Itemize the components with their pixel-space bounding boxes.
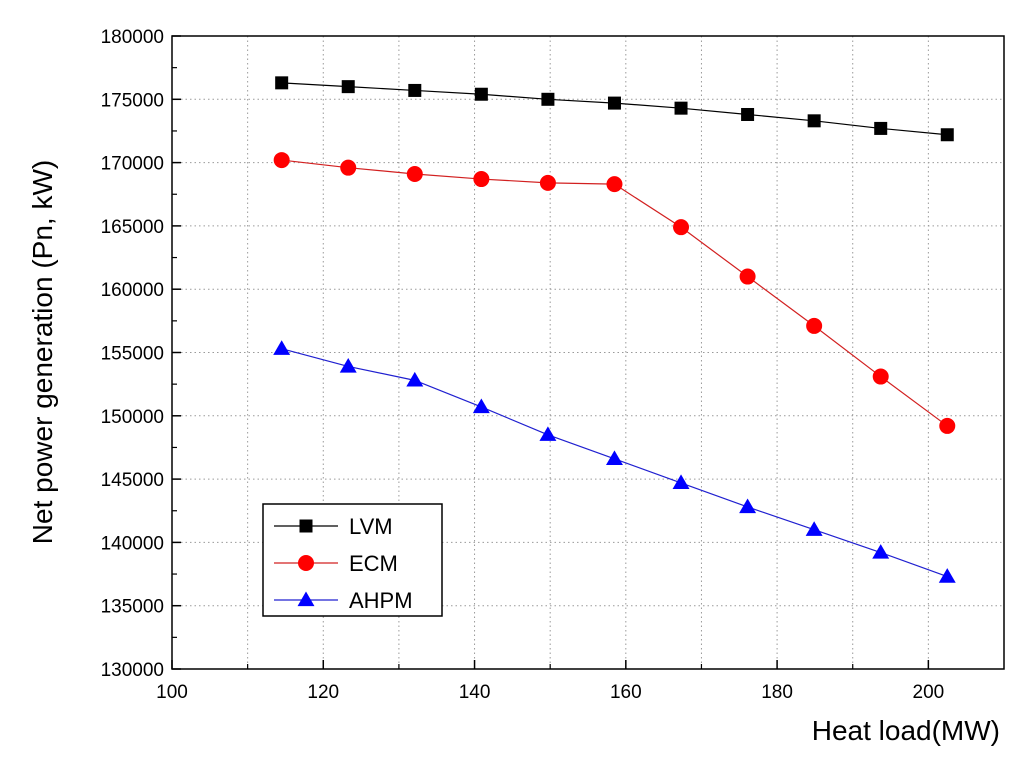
y-axis-title: Net power generation (Pn, kW) [27, 160, 58, 544]
data-point-ecm [739, 268, 756, 285]
data-point-lvm [408, 83, 422, 97]
data-point-ecm [473, 171, 490, 188]
data-point-ecm [606, 176, 623, 193]
y-tick-label: 160000 [101, 280, 164, 301]
data-point-ahpm [606, 450, 623, 465]
data-point-lvm [607, 96, 621, 110]
data-point-ecm [939, 417, 956, 434]
y-tick-label: 155000 [101, 344, 164, 365]
x-tick-label: 200 [913, 682, 945, 703]
data-point-ecm [340, 159, 357, 176]
data-point-ahpm [472, 398, 490, 414]
legend: LVM ECM AHPM [262, 503, 443, 617]
legend-marker-ecm [298, 555, 314, 571]
series-ahpm [273, 340, 956, 583]
legend-box [262, 503, 443, 617]
data-point-ecm [872, 368, 889, 385]
data-point-ahpm [539, 426, 557, 441]
data-point-ahpm [406, 371, 424, 387]
data-point-ecm [673, 219, 690, 236]
data-point-ecm [273, 152, 290, 169]
data-point-lvm [674, 101, 688, 115]
x-axis-title: Heat load(MW) [812, 715, 1000, 746]
x-tick-label: 100 [156, 682, 188, 703]
data-point-ecm [806, 317, 823, 334]
legend-label-lvm: LVM [349, 514, 393, 539]
data-point-lvm [874, 121, 888, 135]
y-tick-label: 165000 [101, 217, 164, 238]
data-point-lvm [807, 114, 821, 128]
series-ecm [273, 152, 956, 434]
x-tick-label: 180 [761, 682, 793, 703]
data-point-lvm [741, 107, 755, 121]
x-tick-label: 120 [307, 682, 339, 703]
data-point-ecm [406, 165, 423, 182]
data-point-ahpm [273, 340, 291, 355]
data-point-ahpm [872, 544, 890, 559]
y-tick-label: 175000 [101, 90, 164, 111]
series-lvm [275, 76, 954, 142]
data-point-lvm [474, 87, 488, 101]
legend-item-lvm: LVM [274, 514, 393, 539]
data-point-lvm [940, 128, 954, 142]
x-tick-label: 160 [610, 682, 642, 703]
data-point-lvm [541, 92, 555, 106]
y-tick-label: 140000 [101, 533, 164, 554]
y-tick-label: 130000 [101, 660, 164, 681]
y-tick-label: 170000 [101, 154, 164, 175]
legend-marker-lvm [299, 519, 313, 533]
data-point-lvm [341, 80, 355, 94]
x-tick-label: 140 [459, 682, 491, 703]
data-point-ahpm [672, 474, 690, 490]
data-point-ahpm [339, 357, 357, 373]
data-point-ahpm [805, 521, 823, 536]
data-point-ecm [539, 174, 556, 191]
y-tick-label: 180000 [101, 27, 164, 48]
data-point-ahpm [739, 498, 757, 514]
legend-marker-ahpm [297, 591, 315, 607]
data-point-ahpm [938, 568, 956, 583]
legend-label-ecm: ECM [349, 551, 398, 576]
legend-item-ecm: ECM [274, 551, 398, 576]
legend-label-ahpm: AHPM [349, 588, 413, 613]
y-tick-label: 135000 [101, 597, 164, 618]
y-tick-label: 145000 [101, 470, 164, 491]
data-point-lvm [275, 76, 289, 90]
legend-item-ahpm: AHPM [274, 588, 413, 613]
series-layer [273, 76, 956, 583]
axis-ticks: 100 120 140 160 180 200 130000 135000 140000 1450… [101, 27, 945, 703]
y-tick-label: 150000 [101, 407, 164, 428]
